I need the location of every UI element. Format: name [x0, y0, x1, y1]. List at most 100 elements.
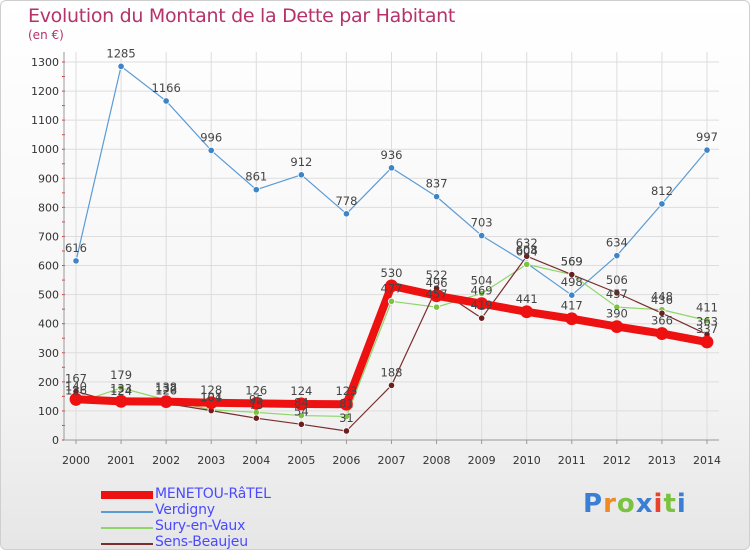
data-point [342, 210, 351, 218]
data-label: 1285 [106, 46, 135, 60]
data-point [162, 97, 170, 105]
data-point [249, 396, 263, 410]
data-label: 188 [381, 365, 403, 379]
legend-swatch [101, 543, 153, 545]
data-label: 337 [696, 322, 718, 336]
data-label: 837 [426, 177, 448, 191]
y-tick-label: 400 [38, 318, 59, 331]
data-label: 419 [471, 298, 493, 312]
y-tick-label: 100 [38, 405, 59, 418]
data-point [703, 316, 711, 325]
data-label: 996 [200, 130, 222, 144]
data-point [159, 395, 173, 409]
data-point [478, 289, 486, 298]
logo-letter: r [603, 489, 617, 519]
legend-label: Sury-en-Vaux [155, 518, 246, 534]
data-point [613, 252, 621, 260]
data-point [342, 427, 351, 435]
y-tick-label: 600 [38, 260, 59, 273]
x-tick-label: 2012 [603, 454, 631, 467]
y-tick-label: 800 [38, 201, 59, 214]
data-label: 604 [516, 244, 538, 258]
data-label: 133 [110, 381, 132, 395]
x-tick-label: 2006 [332, 454, 360, 467]
data-label: 569 [561, 255, 583, 269]
y-tick-label: 1000 [31, 143, 59, 156]
data-label: 936 [381, 148, 403, 162]
data-label: 366 [651, 314, 673, 328]
data-label: 861 [245, 170, 267, 184]
data-label: 101 [200, 391, 222, 405]
x-tick-label: 2009 [468, 454, 496, 467]
data-point [523, 252, 531, 260]
legend-swatch [101, 511, 153, 513]
data-point [117, 62, 125, 70]
chart-title: Evolution du Montant de la Dette par Hab… [28, 5, 456, 27]
data-label: 31 [339, 411, 354, 425]
x-tick-label: 2004 [242, 454, 270, 467]
logo-letter: i [676, 489, 687, 519]
data-point [297, 411, 305, 420]
data-point [297, 171, 305, 179]
legend-swatch [101, 491, 153, 499]
data-point [387, 297, 396, 305]
data-point [658, 309, 666, 317]
data-point [342, 412, 351, 421]
data-label: 1166 [152, 81, 181, 95]
x-tick-label: 2010 [513, 454, 541, 467]
data-label: 634 [606, 236, 628, 250]
x-tick-label: 2002 [152, 454, 180, 467]
data-label: 608 [516, 243, 538, 257]
data-label: 997 [696, 130, 718, 144]
data-label: 126 [245, 383, 267, 397]
data-label: 457 [606, 287, 628, 301]
data-label: 441 [516, 292, 538, 306]
data-label: 778 [335, 194, 357, 208]
data-point [207, 146, 215, 154]
x-tick-label: 2008 [423, 454, 451, 467]
logo-letter: t [663, 489, 677, 519]
x-tick-label: 2014 [693, 454, 721, 467]
y-tick-label: 1300 [31, 56, 59, 69]
data-label: 530 [381, 266, 403, 280]
proxiti-logo: Proxiti [583, 489, 687, 519]
data-point [613, 289, 621, 297]
y-tick-label: 1200 [31, 85, 59, 98]
data-label: 390 [606, 307, 628, 321]
data-label: 84 [294, 396, 309, 410]
data-label: 132 [155, 382, 177, 396]
data-label: 124 [290, 384, 312, 398]
data-label: 436 [651, 293, 673, 307]
data-label: 616 [65, 241, 87, 255]
data-point [568, 291, 576, 299]
data-point [252, 414, 260, 422]
y-tick-label: 1100 [31, 114, 59, 127]
legend-label: Verdigny [155, 502, 215, 518]
data-point [385, 279, 398, 293]
data-point [432, 303, 441, 311]
data-label: 104 [200, 390, 222, 404]
data-point [117, 384, 125, 392]
data-point [655, 327, 669, 340]
data-point [658, 200, 666, 208]
data-label: 75 [249, 398, 264, 412]
data-label: 124 [110, 384, 132, 398]
data-label: 632 [516, 236, 538, 250]
data-point [387, 164, 396, 172]
data-point [700, 335, 714, 349]
data-label: 179 [110, 368, 132, 382]
y-tick-label: 700 [38, 230, 59, 243]
x-tick-label: 2011 [558, 454, 586, 467]
data-point [478, 231, 486, 240]
data-point [565, 312, 579, 326]
x-tick-label: 2000 [62, 454, 90, 467]
data-label: 469 [471, 284, 493, 298]
data-label: 140 [65, 379, 87, 393]
data-label: 417 [561, 299, 583, 313]
data-point [703, 146, 711, 154]
data-label: 569 [561, 255, 583, 269]
data-point [252, 186, 260, 194]
x-tick-label: 2005 [287, 454, 315, 467]
